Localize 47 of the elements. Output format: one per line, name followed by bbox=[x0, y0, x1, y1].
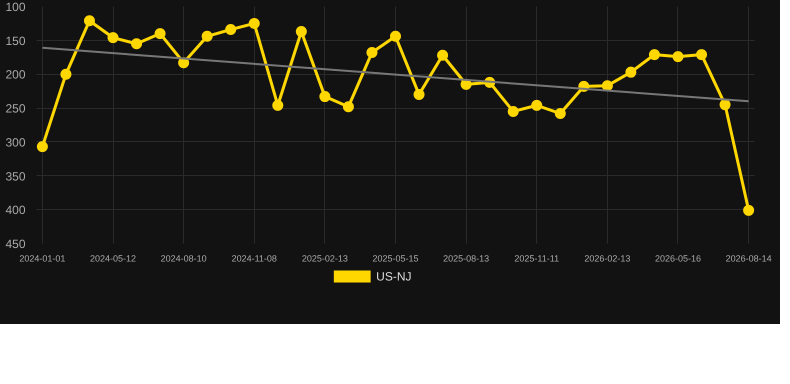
point bbox=[390, 30, 401, 42]
point bbox=[60, 68, 72, 80]
point bbox=[602, 80, 613, 92]
y-tick-label: 450 bbox=[5, 237, 26, 251]
x-tick-label: 2025-05-15 bbox=[372, 254, 419, 264]
point bbox=[366, 47, 378, 58]
point bbox=[248, 18, 260, 29]
point bbox=[648, 49, 660, 60]
y-tick-label: 100 bbox=[5, 0, 26, 14]
y-tick-label: 300 bbox=[5, 135, 26, 150]
point bbox=[319, 91, 330, 102]
point bbox=[296, 26, 307, 38]
y-tick-label: 250 bbox=[5, 102, 26, 116]
point bbox=[531, 100, 542, 111]
x-tick-label: 2025-02-13 bbox=[302, 254, 348, 264]
point bbox=[272, 100, 284, 111]
point bbox=[225, 24, 236, 36]
y-tick-label: 350 bbox=[5, 169, 26, 184]
point bbox=[154, 28, 166, 40]
point bbox=[202, 30, 213, 42]
point bbox=[554, 108, 566, 119]
x-tick-label: 2026-08-14 bbox=[726, 254, 772, 264]
x-tick-label: 2024-05-12 bbox=[90, 254, 136, 264]
point bbox=[36, 141, 48, 152]
point bbox=[743, 204, 754, 216]
x-tick-label: 2025-11-11 bbox=[514, 254, 560, 264]
x-tick-label: 2024-01-01 bbox=[19, 254, 66, 264]
x-tick-label: 2025-08-13 bbox=[443, 254, 490, 264]
point bbox=[672, 51, 684, 62]
x-tick-label: 2024-11-08 bbox=[232, 254, 277, 264]
point bbox=[131, 38, 142, 50]
point bbox=[437, 50, 448, 61]
point bbox=[108, 32, 119, 44]
point bbox=[84, 15, 95, 26]
point bbox=[342, 101, 354, 112]
point bbox=[696, 49, 708, 60]
point bbox=[508, 106, 519, 117]
point bbox=[625, 66, 636, 78]
x-tick-label: 2026-05-16 bbox=[654, 254, 702, 264]
y-tick-label: 200 bbox=[5, 68, 26, 82]
point bbox=[720, 99, 731, 110]
y-tick-label: 150 bbox=[5, 34, 26, 48]
legend-label: US-NJ bbox=[376, 270, 412, 284]
x-tick-label: 2026-02-13 bbox=[584, 254, 630, 264]
y-tick-label: 400 bbox=[5, 203, 26, 218]
x-tick-label: 2024-08-10 bbox=[160, 254, 207, 264]
point bbox=[414, 89, 425, 100]
